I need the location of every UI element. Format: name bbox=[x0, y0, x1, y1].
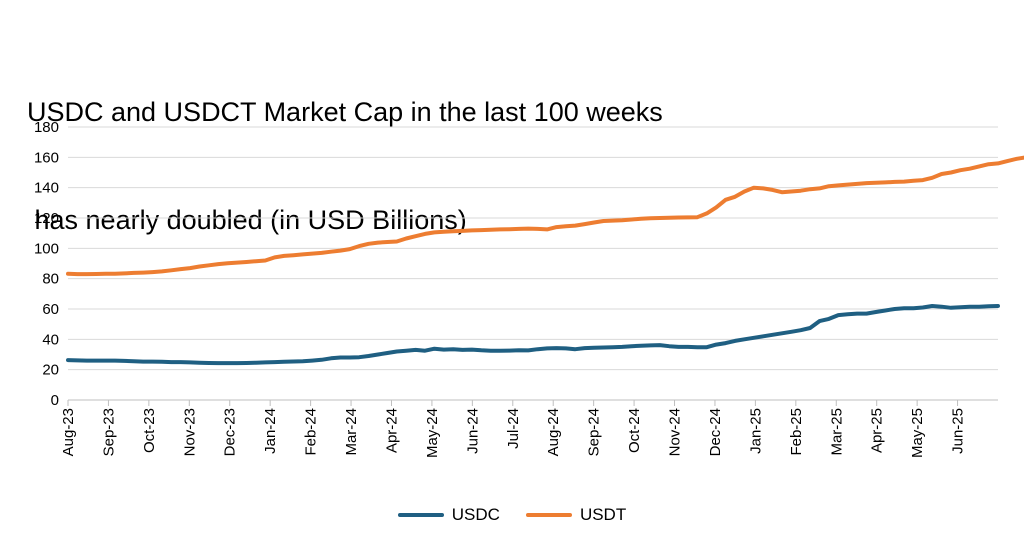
y-tick-label: 0 bbox=[51, 392, 59, 409]
x-tick-label: Sep-24 bbox=[586, 408, 603, 456]
x-tick-label: Jul-24 bbox=[505, 408, 522, 449]
x-tick-label: Nov-23 bbox=[181, 408, 198, 456]
x-tick-label: Aug-24 bbox=[545, 408, 562, 456]
x-tick-label: Jan-24 bbox=[262, 408, 279, 454]
series-line-usdc bbox=[66, 304, 1000, 366]
y-tick-label: 180 bbox=[34, 119, 59, 136]
legend-item-usdc: USDC bbox=[397, 505, 500, 525]
x-tick-label: Oct-24 bbox=[626, 408, 643, 453]
x-tick-label: Apr-25 bbox=[869, 408, 886, 453]
y-tick-label: 100 bbox=[34, 240, 59, 257]
legend: USDC USDT bbox=[0, 505, 1024, 525]
x-tick-label: Apr-24 bbox=[383, 408, 400, 453]
x-tick-label: Jun-25 bbox=[950, 408, 967, 454]
x-tick-label: Sep-23 bbox=[100, 408, 117, 456]
x-axis-tick-labels: Aug-23 Sep-23 Oct-23 Nov-23 Dec-23 Jan-24 Feb-… bbox=[60, 408, 967, 458]
y-axis-tick-labels: 0 20 40 60 80 100 120 140 160 180 bbox=[34, 119, 59, 409]
legend-item-usdt: USDT bbox=[525, 505, 627, 525]
y-tick-label: 120 bbox=[34, 210, 59, 227]
y-tick-label: 80 bbox=[42, 271, 59, 288]
x-tick-label: Nov-24 bbox=[667, 408, 684, 456]
line-chart: 0 20 40 60 80 100 120 140 160 180 Aug-23 Sep-23 Oct… bbox=[34, 119, 1024, 458]
y-tick-label: 20 bbox=[42, 362, 59, 379]
x-tick-label: Oct-23 bbox=[141, 408, 158, 453]
x-tick-label: Dec-23 bbox=[222, 408, 239, 456]
x-tick-label: May-25 bbox=[909, 408, 926, 458]
x-axis bbox=[67, 399, 998, 406]
x-tick-label: Jan-25 bbox=[747, 408, 764, 454]
y-tick-label: 160 bbox=[34, 149, 59, 166]
x-tick-label: Mar-24 bbox=[343, 408, 360, 456]
chart-title-line-1: USDC and USDCT Market Cap in the last 10… bbox=[27, 97, 663, 127]
x-tick-label: Feb-24 bbox=[303, 408, 320, 456]
chart-title: USDC and USDCT Market Cap in the last 10… bbox=[27, 22, 663, 274]
y-tick-label: 40 bbox=[42, 331, 59, 348]
y-tick-label: 60 bbox=[42, 301, 59, 318]
chart-title-line-2: has nearly doubled (in USD Billions) bbox=[27, 205, 467, 235]
legend-label-usdc: USDC bbox=[451, 505, 500, 524]
x-tick-label: Dec-24 bbox=[707, 408, 724, 456]
legend-swatch-usdt bbox=[525, 513, 572, 517]
legend-swatch-usdc bbox=[397, 513, 444, 517]
gridlines bbox=[68, 126, 998, 371]
x-tick-label: Aug-23 bbox=[60, 408, 77, 456]
x-tick-label: Jun-24 bbox=[464, 408, 481, 454]
x-tick-label: May-24 bbox=[424, 408, 441, 458]
x-tick-label: Mar-25 bbox=[828, 408, 845, 456]
x-tick-label: Feb-25 bbox=[788, 408, 805, 456]
y-tick-label: 140 bbox=[34, 180, 59, 197]
series-line-usdt bbox=[66, 155, 1024, 277]
series-lines bbox=[66, 155, 1024, 366]
legend-label-usdt: USDT bbox=[579, 505, 627, 524]
